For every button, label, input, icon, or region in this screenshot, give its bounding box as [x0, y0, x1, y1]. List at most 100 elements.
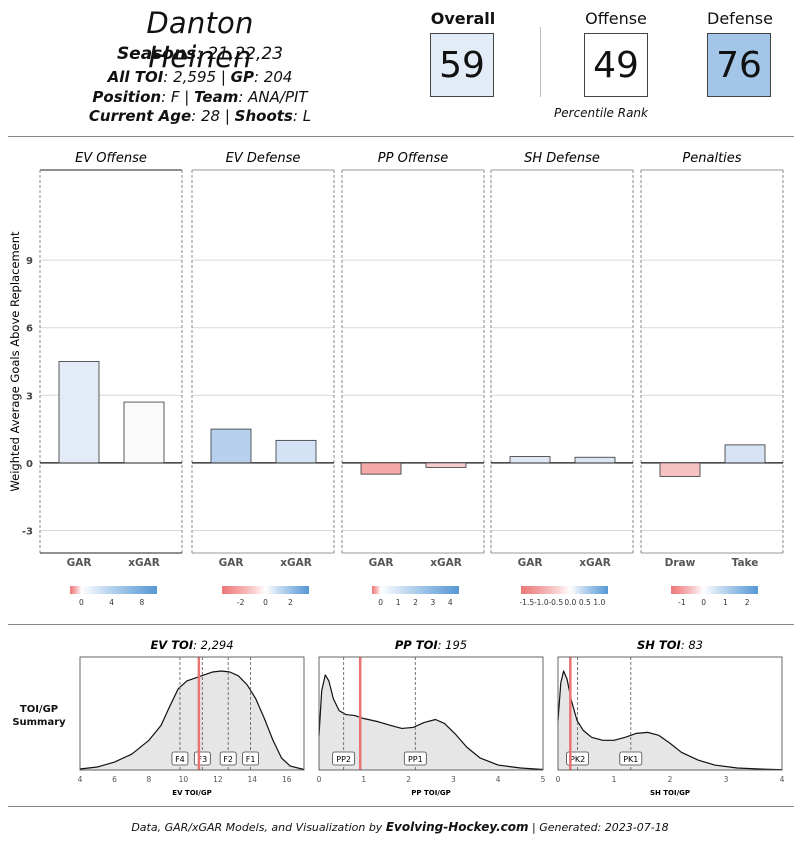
- marker-box: [242, 751, 259, 766]
- marker-box: [403, 751, 427, 766]
- marker-box: [619, 751, 643, 766]
- legend-tick-label: -1.0: [534, 598, 549, 607]
- panel-title: EV Defense: [226, 151, 301, 166]
- marker-label: PK1: [623, 755, 638, 764]
- age-shoots-line: Current Age: 28 | Shoots: L: [88, 107, 312, 125]
- seasons-line: Seasons: 21,22,23: [116, 44, 284, 64]
- y-axis-label: Weighted Average Goals Above Replacement: [8, 231, 22, 492]
- gar-bar-chart: Weighted Average Goals Above Replacement…: [8, 151, 784, 607]
- legend-tick-label: 0: [79, 598, 84, 607]
- overall-score-box: 59: [430, 33, 494, 97]
- marker-box: [566, 751, 589, 766]
- x-tick-label: GAR: [67, 557, 92, 569]
- bar-gar: [509, 456, 551, 464]
- header-divider: [8, 136, 794, 137]
- legend-tick-label: 0.0: [564, 598, 576, 607]
- score-divider: [540, 27, 541, 97]
- middle-divider: [8, 624, 794, 625]
- density-line: [557, 670, 783, 771]
- toi-x-tick-label: 2: [406, 775, 411, 784]
- bar-gar: [210, 428, 252, 464]
- bar-gar: [58, 361, 100, 464]
- toi-x-tick-label: 2: [668, 775, 673, 784]
- density-area: [80, 671, 304, 770]
- density-area: [558, 671, 782, 770]
- color-legend-bar: [372, 586, 459, 594]
- toi-x-tick-label: 8: [147, 775, 152, 784]
- defense-label: Defense: [707, 9, 773, 28]
- marker-label: PP1: [408, 755, 423, 764]
- toi-x-tick-label: 10: [179, 775, 189, 784]
- toi-x-tick-label: 14: [248, 775, 258, 784]
- marker-label: F4: [175, 755, 185, 764]
- y-tick-label: 3: [26, 391, 33, 402]
- legend-tick-label: 4: [448, 598, 453, 607]
- legend-tick-label: 3: [431, 598, 436, 607]
- toi-summary-label: TOI/GP Summary: [12, 704, 66, 728]
- legend-tick-label: 1.0: [593, 598, 605, 607]
- panel-pp-offense: PP Offense GAR xGAR 0 1 2 3 4: [341, 151, 485, 607]
- x-tick-label: GAR: [369, 557, 394, 569]
- position-team-line: Position: F | Team: ANA/PIT: [92, 88, 308, 106]
- density-line: [318, 674, 544, 771]
- toi-panel-3: SH TOI: 83 PK2 PK1 0 1 2 3 4 SH TOI/GP: [556, 638, 785, 797]
- toi-panel-1: EV TOI: 2,294 F4 F3 F2 F1 4 6 8 10 12 14 16 EV TOI/G…: [78, 638, 305, 797]
- toi-panel-frame: [557, 656, 783, 771]
- marker-label: F2: [223, 755, 233, 764]
- marker-label: F1: [246, 755, 256, 764]
- bar-gar: [360, 462, 402, 475]
- marker-box: [332, 751, 356, 766]
- toi-x-tick-label: 3: [724, 775, 729, 784]
- toi-x-tick-label: 4: [78, 775, 83, 784]
- legend-tick-label: 2: [288, 598, 293, 607]
- toi-panel-frame: [79, 656, 305, 771]
- color-legend-bar: [70, 586, 157, 594]
- marker-box: [171, 751, 189, 766]
- toi-panel-title: PP TOI: 195: [395, 638, 467, 652]
- color-legend-bar: [521, 586, 608, 594]
- footer-credit: Data, GAR/xGAR Models, and Visualization…: [131, 820, 669, 834]
- marker-label: F3: [197, 755, 207, 764]
- panel-ev-defense: EV Defense GAR xGAR -2 0 2: [191, 151, 335, 607]
- legend-tick-label: 0: [263, 598, 268, 607]
- toi-x-tick-label: 4: [496, 775, 501, 784]
- x-tick-label: xGAR: [128, 557, 160, 569]
- toi-x-tick-label: 12: [213, 775, 223, 784]
- marker-label: PP2: [336, 755, 351, 764]
- density-area: [319, 674, 543, 770]
- marker-label: PK2: [570, 755, 585, 764]
- toi-x-tick-label: 1: [361, 775, 366, 784]
- legend-tick-label: 2: [745, 598, 750, 607]
- panel-sh-defense: SH Defense GAR xGAR -1.5 -1.0 -0.5 0.0 0.5 1.0: [490, 151, 634, 607]
- toi-panel-title: EV TOI: 2,294: [150, 638, 233, 652]
- toi-x-tick-label: 3: [451, 775, 456, 784]
- legend-tick-label: -2: [237, 598, 245, 607]
- y-tick-label: 9: [26, 256, 33, 267]
- x-tick-label: xGAR: [280, 557, 312, 569]
- bar-draw: [659, 462, 701, 477]
- defense-score-box: 76: [707, 33, 771, 97]
- toi-x-tick-label: 4: [780, 775, 785, 784]
- marker-box: [219, 751, 237, 766]
- percentile-rank-label: Percentile Rank: [554, 106, 648, 120]
- player-name: Danton Heinen: [146, 6, 254, 74]
- toi-panel-frame: [318, 656, 544, 771]
- x-tick-label: Draw: [665, 557, 696, 569]
- offense-score-box: 49: [584, 33, 648, 97]
- toi-x-tick-label: 1: [612, 775, 617, 784]
- toi-x-tick-label: 16: [282, 775, 292, 784]
- bar-xgar: [123, 401, 165, 464]
- toi-x-axis-label: PP TOI/GP: [411, 789, 450, 797]
- panel-title: Penalties: [682, 151, 741, 166]
- color-legend-bar: [222, 586, 309, 594]
- toi-panel-title: SH TOI: 83: [637, 638, 703, 652]
- panel-title: PP Offense: [378, 151, 448, 166]
- legend-tick-label: 2: [413, 598, 418, 607]
- y-tick-label: 0: [26, 459, 33, 470]
- bar-take: [724, 444, 766, 464]
- legend-tick-label: 1: [396, 598, 401, 607]
- legend-tick-label: -0.5: [548, 598, 563, 607]
- x-tick-label: xGAR: [579, 557, 611, 569]
- toi-panel-2: PP TOI: 195 PP2 PP1 0 1 2 3 4 5 PP TOI/GP: [317, 638, 546, 797]
